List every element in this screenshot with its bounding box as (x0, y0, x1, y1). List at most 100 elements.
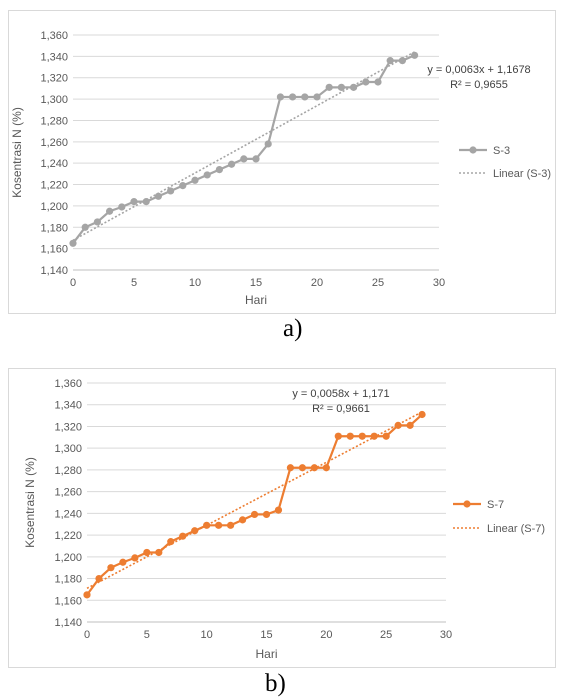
x-tick-label: 5 (131, 277, 137, 289)
data-point (215, 165, 223, 174)
data-point (310, 464, 318, 472)
y-tick-label: 1,340 (40, 51, 68, 63)
data-point (276, 93, 284, 101)
y-tick-label: 1,260 (54, 487, 82, 499)
data-point (398, 57, 406, 65)
y-axis-title: Kosentrasi N (%) (10, 107, 24, 198)
y-tick-label: 1,220 (54, 530, 82, 542)
data-point (215, 521, 223, 529)
data-point (154, 192, 162, 200)
data-point (167, 538, 175, 546)
x-tick-label: 25 (380, 629, 392, 641)
data-point (350, 83, 358, 91)
data-point (262, 510, 271, 519)
data-point (106, 207, 114, 215)
data-point (289, 93, 297, 101)
data-point (203, 171, 211, 179)
data-point (142, 198, 150, 206)
trendline-r2: R² = 0,9661 (312, 403, 370, 415)
chart-panel-s3: 1,140 1,160 1,180 1,200 1,220 1,240 1,260 1,280… (8, 10, 556, 314)
x-tick-label: 5 (144, 629, 150, 641)
y-tick-label: 1,280 (54, 465, 82, 477)
y-tick-label: 1,360 (54, 378, 82, 390)
y-tick-label: 1,300 (54, 443, 82, 455)
data-point (313, 93, 321, 101)
x-tick-label: 30 (433, 277, 445, 289)
data-point (337, 83, 345, 91)
legend-series-label: S-7 (487, 499, 504, 511)
chart-s7: 1,140 1,160 1,180 1,200 1,220 1,240 1,260 1,280… (23, 378, 545, 661)
chart-s3: 1,140 1,160 1,180 1,200 1,220 1,240 1,260 1,280… (10, 30, 551, 307)
x-tick-label: 15 (250, 277, 262, 289)
trendline-equation: y = 0,0058x + 1,171 (292, 388, 389, 400)
y-tick-label: 1,280 (40, 115, 68, 127)
y-tick-label: 1,140 (54, 617, 82, 629)
legend-series-label: S-3 (493, 145, 510, 157)
data-point (131, 554, 139, 562)
y-tick-label: 1,340 (54, 400, 82, 412)
data-point (252, 155, 260, 163)
x-tick-label: 10 (189, 277, 201, 289)
y-tick-label: 1,240 (40, 158, 68, 170)
y-tick-label: 1,360 (40, 30, 68, 42)
figure-caption-b: b) (265, 670, 286, 697)
data-point (362, 78, 370, 86)
chart-panel-s7: 1,140 1,160 1,180 1,200 1,220 1,240 1,260 1,280… (8, 368, 556, 668)
x-axis-title: Hari (245, 293, 267, 307)
y-tick-label: 1,160 (40, 244, 68, 256)
y-tick-label: 1,200 (40, 201, 68, 213)
y-tick-label: 1,240 (54, 508, 82, 520)
data-point (264, 140, 272, 148)
y-tick-label: 1,200 (54, 552, 82, 564)
x-tick-label: 30 (440, 629, 452, 641)
data-point (386, 57, 394, 65)
data-point (228, 160, 236, 168)
data-point (274, 506, 283, 514)
series-line (86, 413, 423, 596)
trendline (86, 411, 423, 590)
legend-trendline-label: Linear (S-3) (493, 168, 551, 180)
legend-series-marker (463, 500, 471, 508)
data-point (238, 516, 247, 524)
data-point (358, 432, 366, 440)
data-point (179, 182, 187, 190)
data-point (119, 558, 127, 566)
y-tick-label: 1,320 (40, 73, 68, 85)
data-point (93, 218, 101, 226)
y-tick-label: 1,180 (40, 222, 68, 234)
data-point (179, 532, 187, 540)
y-tick-label: 1,160 (54, 595, 82, 607)
data-point (69, 239, 77, 247)
data-point (240, 155, 248, 163)
data-point (118, 203, 126, 211)
data-point (418, 410, 426, 419)
data-point (382, 432, 390, 440)
data-point (191, 176, 199, 184)
data-point (203, 521, 211, 529)
data-point (83, 591, 91, 599)
data-point (227, 521, 235, 529)
legend-trendline-label: Linear (S-7) (487, 523, 545, 535)
data-point (334, 432, 342, 440)
data-point (346, 432, 354, 440)
data-point (191, 527, 199, 535)
x-tick-label: 25 (372, 277, 384, 289)
data-point (406, 421, 414, 429)
y-tick-label: 1,320 (54, 421, 82, 433)
y-tick-label: 1,180 (54, 574, 82, 586)
y-tick-label: 1,260 (40, 137, 68, 149)
data-point (301, 93, 309, 101)
y-tick-label: 1,220 (40, 180, 68, 192)
legend-series-marker (469, 146, 477, 154)
x-axis-title: Hari (255, 647, 277, 661)
data-point (394, 421, 402, 429)
data-point (130, 198, 138, 206)
data-point (143, 548, 151, 557)
trendline (72, 51, 415, 242)
figure-caption-a: a) (283, 315, 303, 342)
data-point (322, 464, 330, 472)
y-tick-label: 1,300 (40, 94, 68, 106)
x-tick-label: 10 (201, 629, 213, 641)
x-tick-label: 15 (260, 629, 272, 641)
data-point (286, 464, 295, 472)
